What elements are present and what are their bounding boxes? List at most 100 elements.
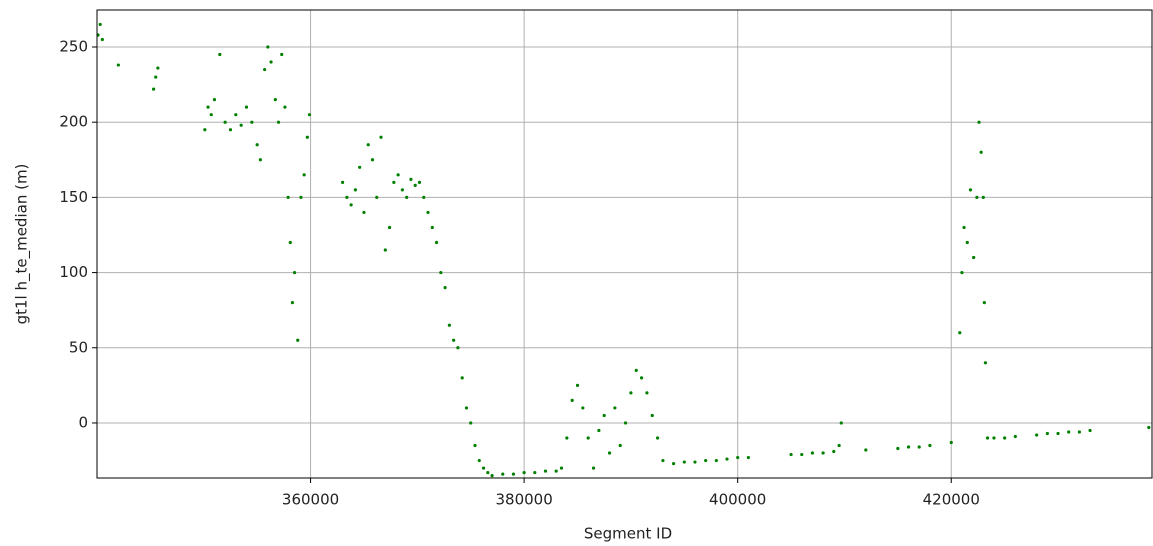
point: [116, 63, 120, 67]
point: [362, 210, 366, 215]
point: [447, 323, 451, 327]
point: [299, 195, 303, 199]
point: [958, 331, 962, 335]
x-tick-label: 420000: [923, 491, 980, 509]
point: [452, 338, 456, 342]
point: [258, 158, 262, 162]
point: [353, 188, 358, 192]
point: [1013, 434, 1017, 439]
point: [839, 421, 843, 425]
point: [586, 436, 590, 440]
y-tick-label: 0: [78, 413, 88, 431]
point: [693, 460, 697, 464]
point: [982, 301, 986, 305]
point: [349, 203, 353, 207]
point: [443, 286, 447, 290]
point: [725, 457, 729, 461]
point: [981, 195, 985, 199]
point: [965, 240, 969, 245]
point: [522, 470, 526, 475]
point: [1088, 428, 1092, 433]
point: [650, 413, 654, 418]
point: [460, 376, 464, 380]
point: [396, 173, 400, 177]
point: [810, 451, 815, 455]
x-tick-label: 400000: [709, 491, 766, 509]
point: [1035, 433, 1039, 437]
point: [565, 436, 569, 440]
point: [228, 128, 233, 132]
point: [464, 406, 469, 410]
point: [800, 452, 804, 457]
point: [218, 52, 222, 57]
x-tick-label: 380000: [495, 491, 552, 509]
y-tick-label: 250: [59, 37, 88, 55]
y-tick-label: 150: [59, 188, 88, 206]
point: [405, 195, 409, 199]
point: [591, 466, 596, 470]
point: [263, 67, 267, 72]
point: [422, 195, 426, 199]
point: [223, 120, 227, 124]
point: [387, 225, 392, 230]
point: [307, 113, 312, 117]
point: [430, 225, 434, 230]
point: [597, 428, 601, 433]
point: [629, 391, 633, 395]
point: [917, 445, 921, 449]
point: [704, 458, 708, 463]
point: [273, 98, 277, 102]
point: [656, 436, 660, 440]
point: [1147, 425, 1151, 430]
point: [266, 45, 270, 49]
point: [417, 180, 422, 184]
point: [280, 52, 284, 57]
point: [473, 443, 477, 448]
point: [370, 158, 375, 162]
point: [288, 240, 292, 245]
point: [607, 451, 612, 455]
point: [206, 105, 210, 109]
point: [434, 240, 439, 245]
point: [383, 248, 387, 252]
point: [501, 472, 505, 476]
point: [975, 195, 979, 199]
point: [154, 75, 158, 79]
point: [983, 361, 988, 365]
point: [972, 255, 976, 260]
y-tick-label: 100: [59, 263, 88, 281]
point: [392, 180, 396, 184]
point: [1056, 431, 1060, 436]
point: [413, 183, 417, 187]
point: [533, 470, 537, 475]
point: [559, 466, 564, 470]
point: [928, 443, 932, 448]
point: [302, 173, 306, 177]
point: [1067, 430, 1071, 434]
point: [682, 460, 686, 464]
point: [575, 383, 580, 387]
point: [623, 421, 628, 425]
point: [239, 123, 243, 127]
point: [290, 301, 295, 305]
point: [209, 113, 213, 117]
point: [634, 368, 638, 372]
point: [426, 210, 430, 215]
point: [949, 440, 953, 445]
point: [977, 120, 981, 124]
point: [570, 398, 574, 403]
point: [151, 87, 156, 91]
y-tick-label: 200: [59, 113, 88, 131]
point: [345, 195, 349, 199]
point: [409, 177, 413, 181]
point: [490, 473, 494, 478]
point: [543, 469, 548, 473]
point: [486, 470, 490, 475]
point: [98, 22, 102, 27]
point: [985, 436, 990, 440]
point: [554, 469, 558, 473]
x-tick-label: 360000: [282, 491, 339, 509]
point: [286, 195, 290, 199]
point: [203, 128, 207, 132]
